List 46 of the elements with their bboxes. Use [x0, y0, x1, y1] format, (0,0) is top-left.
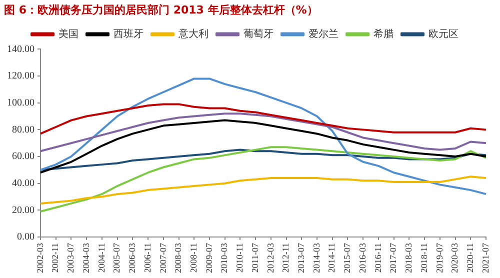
- x-tick-label: 2015-07: [342, 242, 352, 274]
- x-tick-label: 2020-11: [464, 243, 475, 273]
- x-tick-label: 2008-11: [188, 243, 198, 273]
- x-tick-label: 2010-11: [234, 243, 245, 273]
- x-tick-label: 2013-07: [296, 242, 306, 274]
- x-tick-label: 2011-07: [250, 242, 260, 273]
- x-tick-label: 2018-03: [404, 242, 414, 274]
- x-tick-label: 2016-11: [372, 243, 383, 273]
- x-tick-label: 2009-07: [204, 242, 214, 274]
- x-tick-label: 2017-07: [388, 242, 398, 274]
- y-tick-label: 0.00: [17, 232, 34, 243]
- x-tick-label: 2012-03: [265, 242, 276, 274]
- x-tick-label: 2020-03: [450, 242, 460, 274]
- y-tick-label: 40.00: [12, 178, 34, 189]
- x-tick-label: 2006-03: [127, 242, 138, 274]
- x-tick-label: 2004-11: [96, 243, 106, 273]
- x-tick-label: 2002-03: [34, 242, 45, 274]
- y-tick-label: 20.00: [12, 204, 34, 216]
- y-tick-label: 60.00: [12, 151, 34, 162]
- legend-label: 希腊: [374, 28, 394, 40]
- legend-label: 爱尔兰: [308, 28, 338, 40]
- x-tick-label: 2006-11: [142, 243, 152, 273]
- legend-label: 意大利: [178, 28, 208, 40]
- y-tick-label: 100.00: [7, 97, 34, 108]
- x-tick-label: 2012-11: [280, 243, 291, 273]
- x-tick-label: 2010-03: [219, 242, 230, 274]
- legend-label: 欧元区: [428, 28, 458, 40]
- x-tick-label: 2016-03: [357, 242, 368, 274]
- x-tick-label: 2007-07: [158, 242, 168, 274]
- y-tick-label: 120.00: [7, 70, 34, 82]
- x-tick-label: 2002-11: [50, 243, 60, 273]
- x-tick-label: 2004-03: [80, 242, 91, 274]
- x-tick-label: 2021-07: [480, 242, 490, 274]
- chart-title: 图 6：欧洲债务压力国的居民部门 2013 年后整体去杠杆（%）: [4, 3, 318, 16]
- legend-label: 西班牙: [114, 28, 144, 40]
- x-tick-label: 2005-07: [112, 242, 122, 274]
- x-tick-label: 2018-11: [418, 243, 429, 273]
- legend-label: 美国: [58, 28, 78, 40]
- y-tick-label: 80.00: [12, 124, 34, 136]
- x-tick-label: 2008-03: [173, 242, 184, 274]
- y-tick-label: 140.00: [7, 44, 34, 55]
- x-tick-label: 2014-03: [311, 242, 322, 274]
- x-tick-label: 2003-07: [66, 242, 76, 274]
- x-tick-label: 2019-07: [434, 242, 444, 274]
- legend-label: 葡萄牙: [244, 28, 274, 40]
- x-tick-label: 2014-11: [326, 243, 337, 273]
